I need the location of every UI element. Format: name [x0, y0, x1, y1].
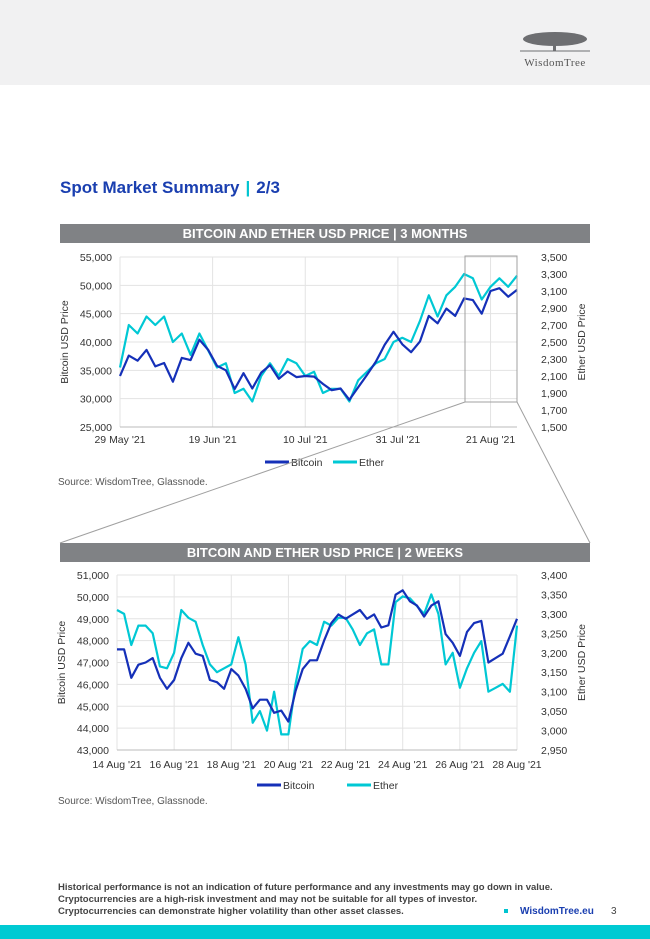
- y-tick-label: 25,000: [80, 422, 112, 434]
- legend-label-bitcoin: Bitcoin: [291, 457, 323, 469]
- y-tick-label: 35,000: [80, 365, 112, 377]
- chart-3-months: 55,000 50,000 45,000 40,000 35,000 30,000 25,0…: [59, 252, 588, 469]
- y2-axis-label: Ether USD Price: [576, 624, 588, 701]
- title-part: 2/3: [256, 178, 280, 197]
- y-tick-label: 44,000: [77, 723, 109, 735]
- y2-tick-label: 3,100: [541, 286, 567, 298]
- y2-tick-label: 2,300: [541, 354, 567, 366]
- y2-tick-label: 3,300: [541, 269, 567, 281]
- wisdomtree-logo: WisdomTree: [505, 30, 605, 69]
- disclaimer: Historical performance is not an indicat…: [58, 882, 553, 918]
- y2-tick-label: 2,700: [541, 320, 567, 332]
- y-tick-label: 30,000: [80, 394, 112, 406]
- y2-tick-label: 3,500: [541, 252, 567, 264]
- y-tick-label: 45,000: [80, 309, 112, 321]
- y2-tick-label: 2,950: [541, 745, 567, 757]
- y2-axis-label: Ether USD Price: [576, 303, 588, 380]
- x-tick-label: 14 Aug '21: [92, 759, 141, 771]
- bullet-icon: [504, 909, 508, 913]
- page-title: Spot Market Summary | 2/3: [60, 178, 280, 198]
- y2-tick-label: 3,100: [541, 687, 567, 699]
- website-link[interactable]: WisdomTree.eu: [520, 906, 594, 917]
- x-tick-label: 10 Jul '21: [283, 434, 328, 446]
- disclaimer-line: Historical performance is not an indicat…: [58, 882, 553, 893]
- y2-tick-label: 3,000: [541, 726, 567, 738]
- y2-tick-label: 3,200: [541, 648, 567, 660]
- page-number: 3: [611, 906, 617, 917]
- x-tick-label: 29 May '21: [94, 434, 145, 446]
- series-line-ether: [116, 593, 519, 736]
- y2-tick-label: 3,050: [541, 706, 567, 718]
- y-tick-label: 55,000: [80, 252, 112, 264]
- y-tick-label: 46,000: [77, 679, 109, 691]
- legend-label-ether: Ether: [373, 780, 399, 792]
- x-tick-label: 21 Aug '21: [466, 434, 515, 446]
- disclaimer-line: Cryptocurrencies can demonstrate higher …: [58, 906, 404, 917]
- y2-tick-label: 3,300: [541, 609, 567, 621]
- legend-label-bitcoin: Bitcoin: [283, 780, 315, 792]
- chart1-title: BITCOIN AND ETHER USD PRICE | 3 MONTHS: [60, 224, 590, 243]
- x-tick-label: 22 Aug '21: [321, 759, 370, 771]
- chart2-title: BITCOIN AND ETHER USD PRICE | 2 WEEKS: [60, 543, 590, 562]
- tree-icon: [520, 32, 590, 52]
- y2-tick-label: 2,900: [541, 303, 567, 315]
- x-tick-label: 26 Aug '21: [435, 759, 484, 771]
- y-tick-label: 49,000: [77, 614, 109, 626]
- y-tick-label: 45,000: [77, 701, 109, 713]
- disclaimer-line: Cryptocurrencies are a high-risk investm…: [58, 894, 478, 905]
- y2-tick-label: 1,500: [541, 422, 567, 434]
- x-tick-label: 16 Aug '21: [149, 759, 198, 771]
- logo-text: WisdomTree: [524, 57, 586, 69]
- x-tick-label: 19 Jun '21: [189, 434, 237, 446]
- y-tick-label: 40,000: [80, 337, 112, 349]
- y-tick-label: 48,000: [77, 636, 109, 648]
- chart1-source: Source: WisdomTree, Glassnode.: [58, 477, 208, 488]
- x-tick-label: 18 Aug '21: [207, 759, 256, 771]
- y2-tick-label: 3,400: [541, 570, 567, 582]
- y2-tick-label: 3,150: [541, 667, 567, 679]
- y2-tick-label: 3,350: [541, 589, 567, 601]
- y-tick-label: 47,000: [77, 658, 109, 670]
- chart2-source: Source: WisdomTree, Glassnode.: [58, 796, 208, 807]
- y2-tick-label: 3,250: [541, 628, 567, 640]
- series-line-bitcoin: [117, 589, 519, 723]
- y-tick-label: 51,000: [77, 570, 109, 582]
- chart-2-weeks: 51,000 50,000 49,000 48,000 47,000 46,000 45,0…: [56, 570, 588, 792]
- series-line-bitcoin: [118, 287, 518, 401]
- y2-tick-label: 1,700: [541, 405, 567, 417]
- title-separator: |: [245, 178, 251, 197]
- legend-label-ether: Ether: [359, 457, 385, 469]
- y-axis-label: Bitcoin USD Price: [59, 300, 71, 384]
- x-tick-label: 28 Aug '21: [492, 759, 541, 771]
- y-tick-label: 50,000: [77, 592, 109, 604]
- y2-tick-label: 2,100: [541, 371, 567, 383]
- y-axis-label: Bitcoin USD Price: [56, 621, 68, 705]
- x-tick-label: 20 Aug '21: [264, 759, 313, 771]
- x-tick-label: 31 Jul '21: [376, 434, 421, 446]
- series-line-ether: [118, 272, 518, 403]
- title-main: Spot Market Summary: [60, 178, 240, 197]
- y2-tick-label: 1,900: [541, 388, 567, 400]
- footer-bar: [0, 925, 650, 939]
- y2-tick-label: 2,500: [541, 337, 567, 349]
- y-tick-label: 50,000: [80, 280, 112, 292]
- y-tick-label: 43,000: [77, 745, 109, 757]
- x-tick-label: 24 Aug '21: [378, 759, 427, 771]
